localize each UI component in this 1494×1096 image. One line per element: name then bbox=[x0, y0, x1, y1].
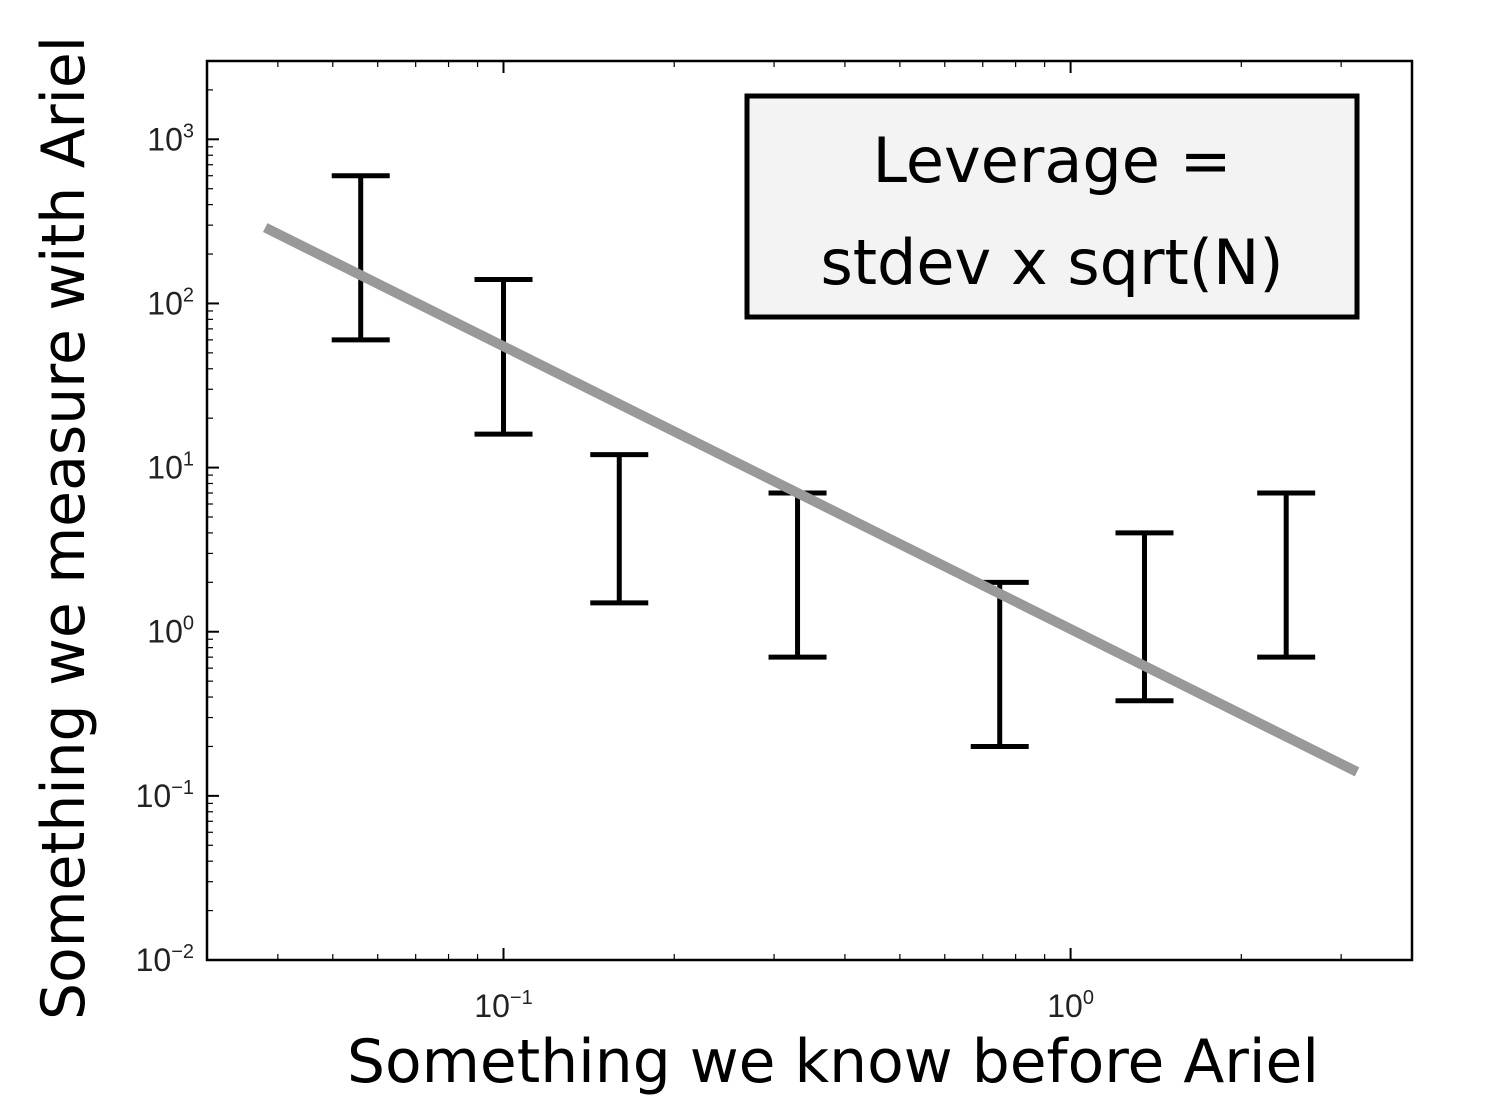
legend-line-2: stdev x sqrt(N) bbox=[820, 226, 1283, 299]
y-tick-label: 100 bbox=[147, 613, 194, 650]
error-bar-0 bbox=[331, 173, 390, 343]
error-bar-2 bbox=[590, 452, 649, 606]
error-bar-1 bbox=[474, 276, 533, 437]
y-tick-label: 103 bbox=[147, 120, 194, 157]
major-ticks bbox=[207, 61, 1072, 961]
y-axis-title: Something we measure with Ariel bbox=[29, 36, 99, 1020]
x-tick-labels: 10−1 100 bbox=[474, 987, 1094, 1024]
y-tick-label: 101 bbox=[147, 449, 194, 486]
y-tick-label: 102 bbox=[147, 284, 194, 321]
legend-line-1: Leverage = bbox=[872, 124, 1231, 197]
y-tick-labels: 10−2 10−1 100 101 102 103 bbox=[136, 120, 194, 978]
x-tick-label: 100 bbox=[1047, 987, 1094, 1024]
legend-annotation: Leverage = stdev x sqrt(N) bbox=[744, 93, 1360, 320]
y-tick-label: 10−1 bbox=[136, 777, 194, 814]
trend-line bbox=[262, 223, 1360, 777]
error-bar-6 bbox=[1257, 490, 1316, 660]
legend-box bbox=[744, 93, 1360, 320]
plot-frame bbox=[205, 59, 1414, 962]
error-bar-5 bbox=[1115, 530, 1174, 704]
error-bar-3 bbox=[768, 490, 827, 660]
y-tick-label: 10−2 bbox=[136, 941, 194, 978]
x-axis-title: Something we know before Ariel bbox=[347, 1027, 1319, 1096]
x-tick-label: 10−1 bbox=[474, 987, 532, 1024]
